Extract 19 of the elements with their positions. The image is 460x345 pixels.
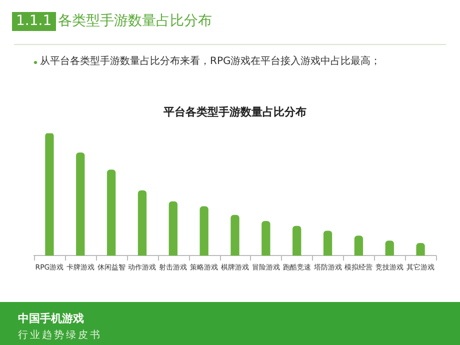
chart-subtitle: 从平台各类型手游数量占比分布来看，RPG游戏在平台接入游戏中占比最高； bbox=[40, 55, 381, 69]
bar bbox=[200, 206, 208, 256]
bar bbox=[292, 226, 302, 256]
bar bbox=[323, 230, 332, 256]
bar bbox=[45, 133, 54, 256]
bar bbox=[416, 243, 425, 256]
text: 行业趋势绿皮书 bbox=[18, 328, 102, 342]
bar bbox=[106, 170, 116, 256]
bar bbox=[385, 240, 394, 256]
bar bbox=[138, 190, 147, 256]
bar bbox=[168, 201, 178, 256]
text: 各类型手游数量占比分布 bbox=[58, 12, 212, 31]
chart-title: 平台各类型手游数量占比分布 bbox=[162, 105, 306, 118]
bar bbox=[230, 214, 240, 256]
text: 中国手机游戏 bbox=[18, 311, 84, 326]
bar bbox=[262, 221, 270, 256]
text: 1.1.1 bbox=[12, 12, 56, 31]
bar bbox=[354, 236, 364, 256]
bar bbox=[76, 152, 85, 256]
